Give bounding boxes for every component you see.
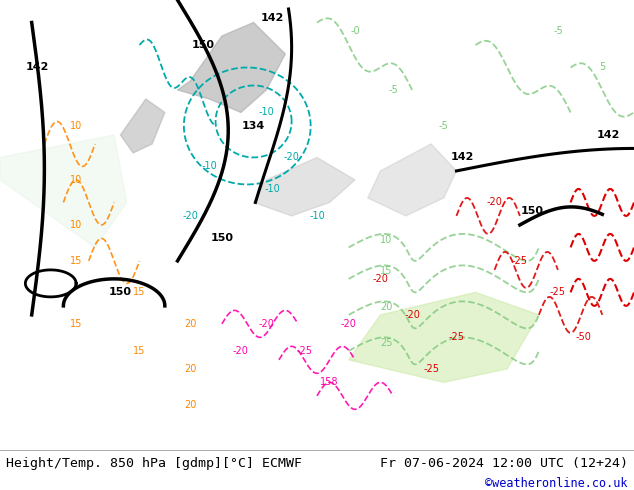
Text: Fr 07-06-2024 12:00 UTC (12+24): Fr 07-06-2024 12:00 UTC (12+24) xyxy=(380,457,628,470)
Text: -20: -20 xyxy=(340,319,357,329)
Text: 20: 20 xyxy=(184,319,197,329)
Text: -10: -10 xyxy=(259,107,274,118)
Text: 10: 10 xyxy=(70,121,82,131)
Polygon shape xyxy=(368,144,456,216)
Text: 158: 158 xyxy=(320,377,339,388)
Text: -5: -5 xyxy=(439,121,449,131)
Text: 150: 150 xyxy=(521,206,544,217)
Text: 150: 150 xyxy=(191,40,214,50)
Text: 10: 10 xyxy=(380,235,392,245)
Text: -5: -5 xyxy=(388,85,398,95)
Text: 20: 20 xyxy=(184,400,197,410)
Text: -20: -20 xyxy=(486,197,503,207)
Text: 20: 20 xyxy=(380,302,393,313)
Text: 134: 134 xyxy=(242,121,265,131)
Text: -20: -20 xyxy=(404,310,420,320)
Text: ©weatheronline.co.uk: ©weatheronline.co.uk xyxy=(485,477,628,490)
Polygon shape xyxy=(178,23,285,113)
Text: -20: -20 xyxy=(233,346,249,356)
Text: 142: 142 xyxy=(261,13,284,23)
Text: -10: -10 xyxy=(202,161,217,172)
Text: 25: 25 xyxy=(380,339,393,348)
Text: -25: -25 xyxy=(448,332,465,343)
Text: 142: 142 xyxy=(25,62,49,73)
Text: -10: -10 xyxy=(309,211,325,221)
Text: 10: 10 xyxy=(70,175,82,185)
Text: -25: -25 xyxy=(423,364,439,374)
Polygon shape xyxy=(254,157,355,216)
Text: -25: -25 xyxy=(550,287,566,297)
Text: -0: -0 xyxy=(350,26,360,36)
Text: -20: -20 xyxy=(258,319,275,329)
Text: 15: 15 xyxy=(133,346,146,356)
Polygon shape xyxy=(349,293,539,382)
Text: 150: 150 xyxy=(109,287,132,297)
Text: 15: 15 xyxy=(133,287,146,297)
Text: -25: -25 xyxy=(512,256,528,266)
Text: 142: 142 xyxy=(451,152,474,163)
Text: -20: -20 xyxy=(182,211,198,221)
Text: -50: -50 xyxy=(575,332,592,343)
Text: 10: 10 xyxy=(70,220,82,230)
Text: -5: -5 xyxy=(553,26,563,36)
Text: -25: -25 xyxy=(296,346,313,356)
Polygon shape xyxy=(0,135,127,247)
Text: 15: 15 xyxy=(380,267,393,276)
Text: -20: -20 xyxy=(283,152,300,163)
Text: -10: -10 xyxy=(265,184,280,194)
Text: 5: 5 xyxy=(599,62,605,73)
Text: 142: 142 xyxy=(597,130,620,140)
Polygon shape xyxy=(120,99,165,153)
Text: 20: 20 xyxy=(184,364,197,374)
Text: Height/Temp. 850 hPa [gdmp][°C] ECMWF: Height/Temp. 850 hPa [gdmp][°C] ECMWF xyxy=(6,457,302,470)
Text: 150: 150 xyxy=(210,233,233,244)
Text: -20: -20 xyxy=(372,274,389,284)
Text: 15: 15 xyxy=(70,319,82,329)
Text: 15: 15 xyxy=(70,256,82,266)
